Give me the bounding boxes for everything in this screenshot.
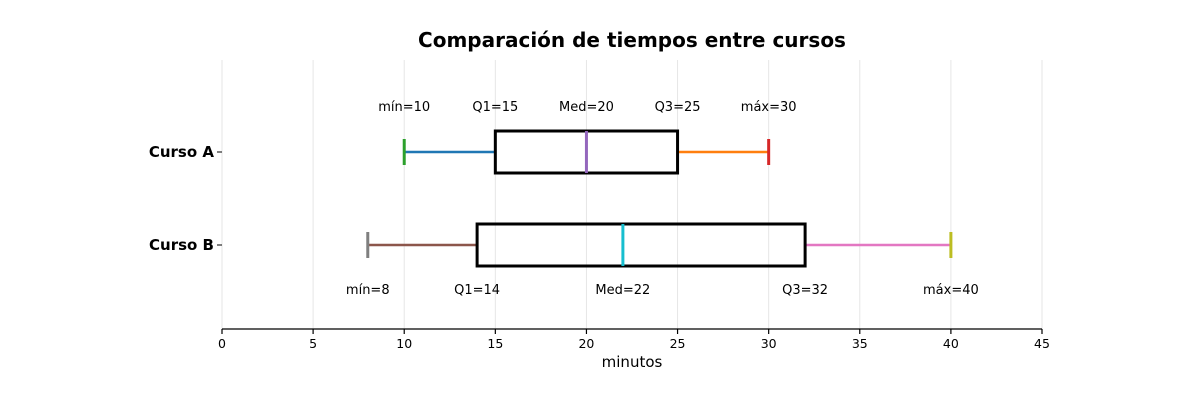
annotation-q1: Q1=14 (454, 283, 500, 298)
iqr-box (475, 222, 807, 268)
grid-lines (221, 60, 1043, 329)
x-tick-label: 15 (487, 336, 503, 351)
x-axis: 0 5 10 15 20 25 30 35 40 45 (218, 328, 1050, 351)
annotation-q3: Q3=25 (655, 100, 701, 115)
x-tick-label: 0 (218, 336, 226, 351)
annotation-median: Med=22 (595, 283, 650, 298)
x-tick-label: 10 (396, 336, 412, 351)
annotation-q3: Q3=32 (782, 283, 828, 298)
x-tick-label: 30 (761, 336, 777, 351)
x-tick-label: 25 (670, 336, 686, 351)
x-tick-label: 45 (1034, 336, 1050, 351)
box-1: Curso A mín=10 Q1=15 Med=20 Q3=25 máx=30 (149, 100, 797, 175)
x-axis-label: minutos (602, 353, 663, 371)
annotation-min: mín=10 (378, 100, 430, 115)
annotation-min: mín=8 (346, 283, 390, 298)
chart-title: Comparación de tiempos entre cursos (418, 28, 846, 52)
annotation-median: Med=20 (559, 100, 614, 115)
y-category-label: Curso B (149, 236, 214, 254)
x-tick-label: 40 (943, 336, 959, 351)
annotation-q1: Q1=15 (472, 100, 518, 115)
x-tick-label: 35 (852, 336, 868, 351)
y-category-label: Curso A (149, 143, 215, 161)
box-2: Curso B mín=8 Q1=14 Med=22 Q3=32 máx=40 (149, 222, 979, 298)
x-tick-label: 20 (578, 336, 594, 351)
annotation-max: máx=30 (741, 100, 797, 115)
x-tick-label: 5 (309, 336, 317, 351)
annotation-max: máx=40 (923, 283, 979, 298)
